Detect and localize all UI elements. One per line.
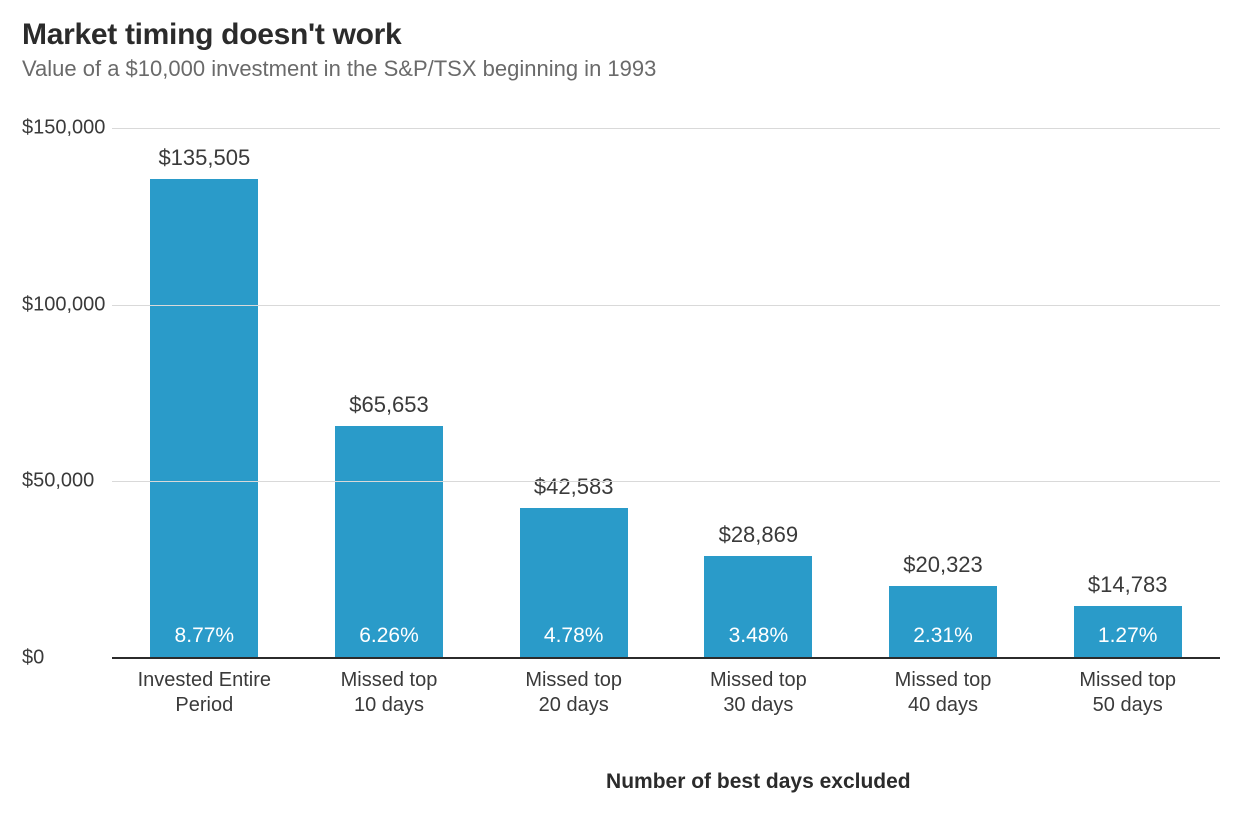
bar-value-label: $135,505 bbox=[158, 145, 250, 179]
x-tick-label: Missed top30 days bbox=[666, 668, 851, 718]
bar-inner-label: 4.78% bbox=[544, 624, 604, 648]
bar-inner-label: 2.31% bbox=[913, 624, 973, 648]
x-tick-label: Missed top10 days bbox=[297, 668, 482, 718]
chart-container: Market timing doesn't work Value of a $1… bbox=[0, 0, 1246, 833]
bar-slot: 1.27% $14,783 bbox=[1035, 128, 1220, 658]
y-tick-label: $50,000 bbox=[22, 470, 94, 493]
bar-value-label: $42,583 bbox=[534, 474, 614, 508]
bar-inner-label: 8.77% bbox=[175, 624, 235, 648]
gridline bbox=[112, 305, 1220, 306]
bar: 6.26% bbox=[335, 426, 443, 658]
x-axis-title-wrap: Number of best days excluded bbox=[297, 770, 1220, 794]
bar-slot: 4.78% $42,583 bbox=[481, 128, 666, 658]
x-tick-label: Missed top40 days bbox=[851, 668, 1036, 718]
baseline bbox=[112, 657, 1220, 659]
chart-zone: $0 $50,000 $100,000 $150,000 8.77% $135,505 6… bbox=[22, 108, 1224, 833]
bar-inner-label: 3.48% bbox=[729, 624, 789, 648]
gridline bbox=[112, 481, 1220, 482]
bar: 2.31% bbox=[889, 586, 997, 658]
plot-area: 8.77% $135,505 6.26% $65,653 4.78% $42,583 3.4… bbox=[112, 128, 1220, 658]
x-tick-label: Missed top50 days bbox=[1035, 668, 1220, 718]
chart-subtitle: Value of a $10,000 investment in the S&P… bbox=[22, 56, 1224, 82]
x-tick-label: Missed top20 days bbox=[481, 668, 666, 718]
bar-value-label: $28,869 bbox=[719, 522, 799, 556]
bar: 4.78% bbox=[520, 508, 628, 658]
y-tick-label: $0 bbox=[22, 647, 44, 670]
bar-slot: 8.77% $135,505 bbox=[112, 128, 297, 658]
x-axis-title: Number of best days excluded bbox=[297, 770, 1220, 794]
bar-slot: 2.31% $20,323 bbox=[851, 128, 1036, 658]
x-axis-labels: Invested EntirePeriodMissed top10 daysMi… bbox=[112, 668, 1220, 718]
bar-slot: 6.26% $65,653 bbox=[297, 128, 482, 658]
bar-value-label: $65,653 bbox=[349, 392, 429, 426]
gridline bbox=[112, 128, 1220, 129]
bars-row: 8.77% $135,505 6.26% $65,653 4.78% $42,583 3.4… bbox=[112, 128, 1220, 658]
y-tick-label: $100,000 bbox=[22, 293, 105, 316]
bar-slot: 3.48% $28,869 bbox=[666, 128, 851, 658]
bar-value-label: $20,323 bbox=[903, 552, 983, 586]
bar-value-label: $14,783 bbox=[1088, 572, 1168, 606]
y-tick-label: $150,000 bbox=[22, 117, 105, 140]
bar-inner-label: 1.27% bbox=[1098, 624, 1158, 648]
bar-inner-label: 6.26% bbox=[359, 624, 419, 648]
bar: 1.27% bbox=[1074, 606, 1182, 658]
bar: 8.77% bbox=[150, 179, 258, 658]
bar: 3.48% bbox=[704, 556, 812, 658]
chart-title: Market timing doesn't work bbox=[22, 18, 1224, 52]
x-tick-label: Invested EntirePeriod bbox=[112, 668, 297, 718]
